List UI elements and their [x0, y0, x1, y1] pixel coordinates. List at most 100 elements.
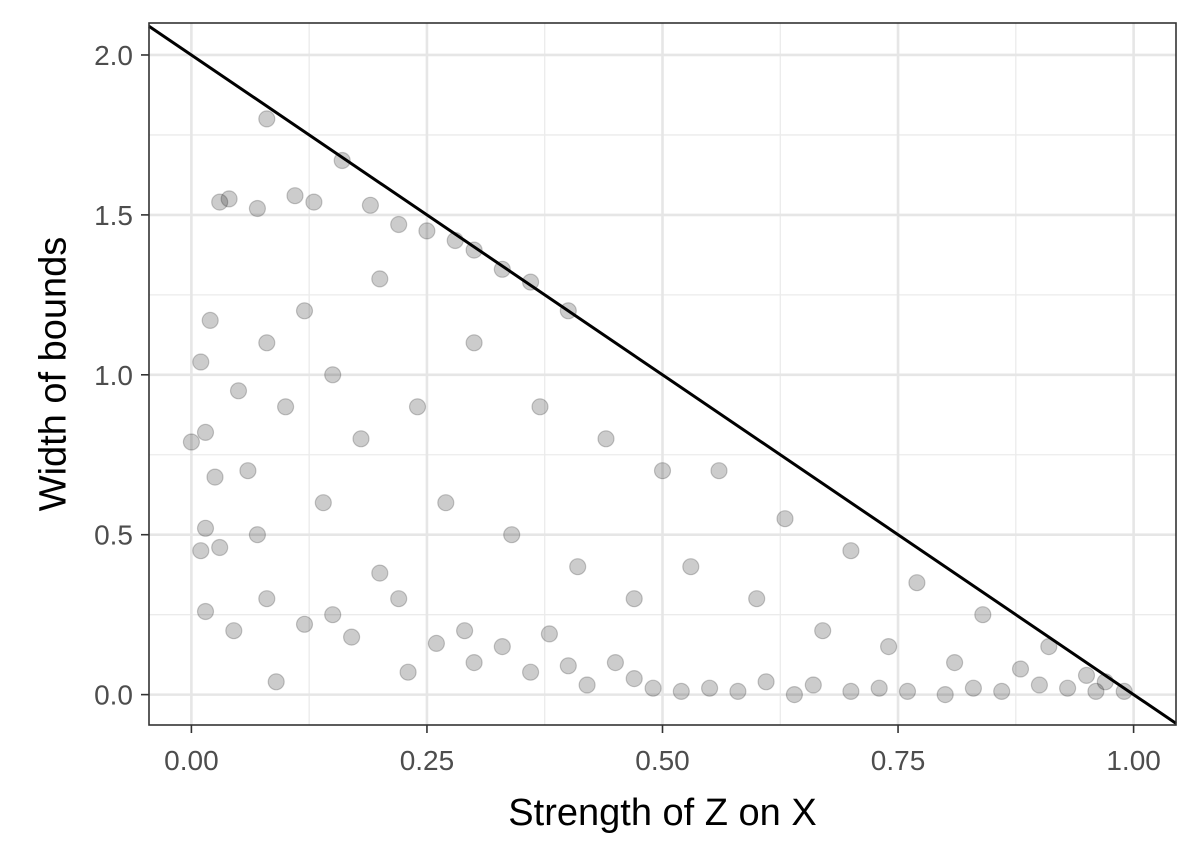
data-point	[521, 273, 540, 291]
data-point	[729, 682, 747, 701]
data-point	[196, 519, 215, 537]
data-point	[908, 574, 926, 592]
data-point	[277, 398, 295, 416]
data-point	[974, 606, 992, 624]
data-point	[267, 673, 285, 691]
data-point	[295, 615, 314, 633]
data-point	[653, 462, 672, 480]
data-point	[597, 430, 615, 448]
data-point	[196, 423, 215, 441]
data-point	[465, 334, 483, 352]
data-point	[814, 622, 832, 640]
data-point	[757, 673, 775, 691]
data-point	[1115, 682, 1133, 701]
x-tick-label: 0.75	[871, 745, 926, 776]
data-point	[493, 260, 511, 278]
data-point	[239, 462, 257, 480]
x-tick-label: 1.00	[1106, 745, 1161, 776]
data-point	[682, 558, 700, 576]
data-point	[258, 334, 276, 352]
data-point	[201, 311, 219, 329]
data-point	[569, 558, 587, 576]
data-point	[324, 366, 342, 384]
data-point	[672, 682, 690, 701]
data-point	[531, 398, 549, 416]
data-point	[710, 462, 728, 480]
data-point	[352, 430, 370, 448]
x-tick-label: 0.25	[400, 745, 455, 776]
data-point	[314, 494, 332, 512]
data-point	[427, 634, 445, 653]
data-point	[870, 679, 888, 697]
data-point	[295, 302, 314, 320]
x-axis-title: Strength of Z on X	[508, 792, 816, 834]
data-point	[1058, 679, 1077, 697]
y-tick-label: 1.5	[94, 200, 133, 231]
data-point	[456, 622, 474, 640]
data-point	[625, 590, 643, 608]
data-point	[196, 602, 215, 621]
data-point	[390, 590, 408, 608]
data-point	[879, 637, 898, 656]
data-point	[1087, 682, 1105, 701]
data-point	[842, 682, 860, 701]
data-point	[206, 468, 224, 486]
major-gridlines	[149, 23, 1176, 725]
data-point	[390, 215, 408, 234]
data-point	[229, 382, 248, 400]
data-point	[700, 679, 719, 697]
data-points	[182, 110, 1133, 704]
data-point	[559, 657, 577, 675]
x-tick-label: 0.50	[635, 745, 690, 776]
reference-line	[148, 24, 1177, 725]
data-point	[418, 222, 436, 240]
y-tick-label: 0.5	[94, 520, 133, 551]
data-point	[503, 526, 521, 544]
data-point	[220, 190, 238, 208]
y-tick-label: 2.0	[94, 40, 133, 71]
data-point	[465, 241, 483, 259]
data-point	[993, 682, 1011, 701]
data-point	[371, 564, 389, 582]
data-point	[399, 663, 417, 681]
data-point	[182, 433, 200, 451]
data-point	[286, 187, 304, 205]
data-point	[333, 151, 351, 170]
data-point	[1011, 660, 1030, 678]
data-point	[211, 538, 229, 557]
data-point	[945, 653, 964, 672]
data-point	[211, 193, 229, 211]
data-point	[343, 628, 361, 646]
data-point	[936, 685, 954, 704]
data-point	[540, 625, 559, 643]
x-axis-ticks: 0.00 0.25 0.50 0.75 1.00	[164, 725, 1161, 776]
data-point	[842, 542, 860, 560]
data-point	[258, 590, 276, 608]
y-tick-label: 1.0	[94, 360, 133, 391]
y-axis-ticks: 0.0 0.5 1.0 1.5 2.0	[94, 40, 149, 711]
data-point	[898, 682, 917, 701]
data-point	[776, 510, 794, 528]
y-tick-label: 0.0	[94, 680, 133, 711]
data-point	[493, 637, 511, 656]
data-point	[361, 196, 379, 214]
data-point	[606, 653, 625, 672]
data-point	[324, 606, 342, 624]
data-point	[408, 398, 427, 416]
data-point	[644, 679, 662, 697]
data-point	[248, 526, 266, 544]
data-point	[225, 622, 243, 640]
data-point	[1077, 666, 1096, 685]
data-point	[371, 270, 389, 288]
data-point	[192, 542, 210, 560]
data-point	[521, 663, 540, 681]
x-tick-label: 0.00	[164, 745, 219, 776]
data-point	[964, 679, 983, 697]
data-point	[578, 676, 596, 694]
data-point	[785, 685, 804, 704]
data-point	[748, 590, 766, 608]
data-point	[804, 676, 822, 694]
data-point	[437, 494, 455, 512]
